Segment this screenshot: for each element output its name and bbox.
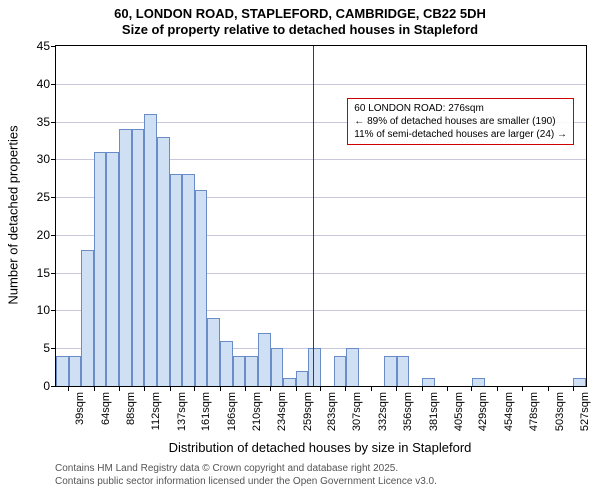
xtick-mark bbox=[471, 386, 472, 391]
ytick-label: 10 bbox=[37, 303, 56, 317]
xtick-mark bbox=[548, 386, 549, 391]
x-axis-label: Distribution of detached houses by size … bbox=[55, 440, 585, 455]
xtick-mark bbox=[194, 386, 195, 391]
histogram-bar bbox=[573, 378, 586, 386]
histogram-bar bbox=[144, 114, 157, 386]
gridline bbox=[56, 84, 586, 85]
xtick-label: 307sqm bbox=[349, 392, 363, 431]
xtick-label: 39sqm bbox=[72, 392, 86, 425]
histogram-bar bbox=[69, 356, 82, 386]
xtick-mark bbox=[573, 386, 574, 391]
ytick-label: 15 bbox=[37, 266, 56, 280]
histogram-bar bbox=[245, 356, 258, 386]
histogram-bar bbox=[283, 378, 296, 386]
xtick-label: 283sqm bbox=[324, 392, 338, 431]
histogram-bar bbox=[334, 356, 347, 386]
histogram-bar bbox=[106, 152, 119, 386]
histogram-bar bbox=[170, 174, 183, 386]
histogram-bar bbox=[182, 174, 195, 386]
callout-box: 60 LONDON ROAD: 276sqm← 89% of detached … bbox=[347, 98, 574, 145]
histogram-bar bbox=[195, 190, 208, 386]
footer-line: Contains public sector information licen… bbox=[55, 475, 437, 488]
plot-area: 05101520253035404560 LONDON ROAD: 276sqm… bbox=[55, 45, 587, 387]
xtick-mark bbox=[245, 386, 246, 391]
xtick-label: 234sqm bbox=[274, 392, 288, 431]
xtick-mark bbox=[345, 386, 346, 391]
xtick-mark bbox=[396, 386, 397, 391]
xtick-mark bbox=[296, 386, 297, 391]
xtick-label: 186sqm bbox=[224, 392, 238, 431]
ytick-label: 40 bbox=[37, 77, 56, 91]
xtick-label: 210sqm bbox=[249, 392, 263, 431]
callout-line: 60 LONDON ROAD: 276sqm bbox=[354, 102, 567, 115]
xtick-mark bbox=[270, 386, 271, 391]
xtick-label: 137sqm bbox=[174, 392, 188, 431]
xtick-label: 88sqm bbox=[123, 392, 137, 425]
histogram-bar bbox=[233, 356, 246, 386]
ytick-label: 0 bbox=[43, 379, 56, 393]
histogram-bar bbox=[397, 356, 410, 386]
xtick-label: 112sqm bbox=[148, 392, 162, 430]
xtick-label: 429sqm bbox=[475, 392, 489, 431]
callout-line: ← 89% of detached houses are smaller (19… bbox=[354, 115, 567, 128]
ytick-label: 25 bbox=[37, 190, 56, 204]
xtick-mark bbox=[371, 386, 372, 391]
histogram-bar bbox=[296, 371, 309, 386]
property-size-histogram: 60, LONDON ROAD, STAPLEFORD, CAMBRIDGE, … bbox=[0, 0, 600, 500]
property-marker-line bbox=[313, 46, 314, 386]
ytick-label: 35 bbox=[37, 115, 56, 129]
xtick-mark bbox=[119, 386, 120, 391]
histogram-bar bbox=[308, 348, 321, 386]
chart-title-address: 60, LONDON ROAD, STAPLEFORD, CAMBRIDGE, … bbox=[0, 6, 600, 21]
histogram-bar bbox=[472, 378, 485, 386]
histogram-bar bbox=[207, 318, 220, 386]
xtick-mark bbox=[422, 386, 423, 391]
histogram-bar bbox=[422, 378, 435, 386]
histogram-bar bbox=[94, 152, 107, 386]
xtick-label: 259sqm bbox=[300, 392, 314, 431]
footer-attribution: Contains HM Land Registry data © Crown c… bbox=[55, 462, 437, 488]
histogram-bar bbox=[271, 348, 284, 386]
chart-title-subtitle: Size of property relative to detached ho… bbox=[0, 22, 600, 37]
ytick-label: 5 bbox=[43, 341, 56, 355]
xtick-label: 332sqm bbox=[375, 392, 389, 431]
xtick-label: 64sqm bbox=[98, 392, 112, 425]
xtick-label: 478sqm bbox=[526, 392, 540, 431]
xtick-mark bbox=[170, 386, 171, 391]
xtick-mark bbox=[144, 386, 145, 391]
histogram-bar bbox=[346, 348, 359, 386]
xtick-mark bbox=[320, 386, 321, 391]
xtick-label: 356sqm bbox=[400, 392, 414, 431]
xtick-label: 161sqm bbox=[198, 392, 212, 431]
xtick-label: 503sqm bbox=[552, 392, 566, 431]
xtick-mark bbox=[68, 386, 69, 391]
histogram-bar bbox=[384, 356, 397, 386]
xtick-mark bbox=[447, 386, 448, 391]
xtick-mark bbox=[220, 386, 221, 391]
xtick-label: 381sqm bbox=[426, 392, 440, 431]
histogram-bar bbox=[157, 137, 170, 386]
histogram-bar bbox=[220, 341, 233, 386]
ytick-label: 30 bbox=[37, 152, 56, 166]
histogram-bar bbox=[132, 129, 145, 386]
xtick-label: 405sqm bbox=[451, 392, 465, 431]
y-axis-label: Number of detached properties bbox=[6, 125, 21, 304]
xtick-mark bbox=[522, 386, 523, 391]
xtick-mark bbox=[94, 386, 95, 391]
histogram-bar bbox=[258, 333, 271, 386]
histogram-bar bbox=[119, 129, 132, 386]
xtick-label: 527sqm bbox=[577, 392, 591, 431]
callout-line: 11% of semi-detached houses are larger (… bbox=[354, 128, 567, 141]
xtick-mark bbox=[497, 386, 498, 391]
histogram-bar bbox=[81, 250, 94, 386]
xtick-label: 454sqm bbox=[501, 392, 515, 431]
footer-line: Contains HM Land Registry data © Crown c… bbox=[55, 462, 437, 475]
histogram-bar bbox=[56, 356, 69, 386]
ytick-label: 20 bbox=[37, 228, 56, 242]
ytick-label: 45 bbox=[37, 39, 56, 53]
